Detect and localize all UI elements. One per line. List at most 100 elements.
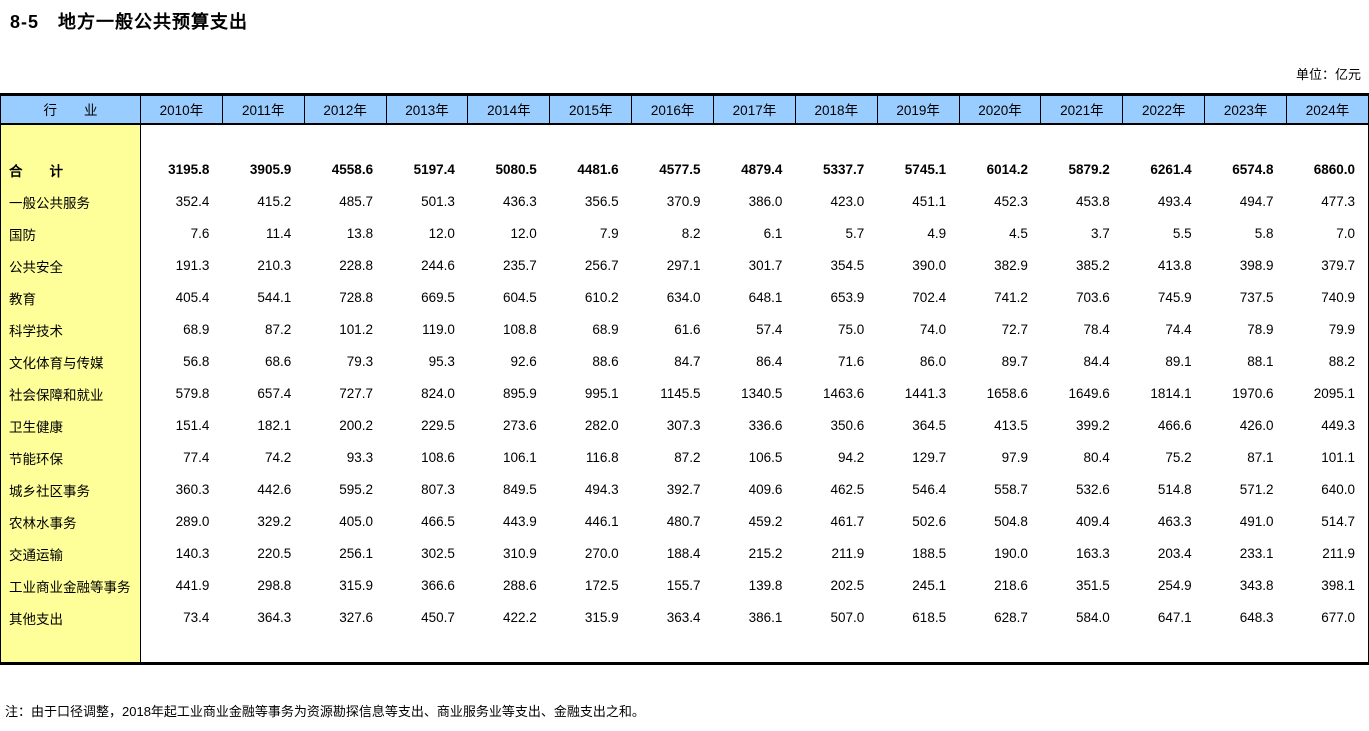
value-cell: 5337.7 bbox=[822, 162, 865, 177]
year-column-header: 2023年 bbox=[1204, 94, 1288, 125]
value-cell: 610.2 bbox=[584, 290, 619, 305]
value-cell: 4.5 bbox=[1009, 226, 1028, 241]
value-cell: 354.5 bbox=[830, 258, 865, 273]
value-cell: 399.2 bbox=[1076, 418, 1110, 433]
value-cell: 1340.5 bbox=[741, 386, 783, 401]
value-cell: 1441.3 bbox=[904, 386, 947, 401]
value-cell: 409.4 bbox=[1076, 514, 1110, 529]
page-title: 8-5 地方一般公共预算支出 bbox=[10, 12, 249, 32]
value-cell: 6.1 bbox=[763, 226, 783, 241]
value-cell: 13.8 bbox=[346, 226, 374, 241]
value-cell: 12.0 bbox=[428, 226, 455, 241]
value-cell: 382.9 bbox=[994, 258, 1028, 273]
value-cell: 12.0 bbox=[510, 226, 537, 241]
row-label: 教育 bbox=[0, 281, 141, 314]
value-cell: 87.2 bbox=[264, 322, 292, 337]
value-cell: 229.5 bbox=[421, 418, 455, 433]
value-cell: 426.0 bbox=[1239, 418, 1274, 433]
value-cell: 364.5 bbox=[912, 418, 947, 433]
value-cell: 108.6 bbox=[421, 450, 455, 465]
value-cell: 385.2 bbox=[1076, 258, 1110, 273]
row-label: 节能环保 bbox=[0, 441, 141, 474]
row-label: 国防 bbox=[0, 217, 141, 250]
value-cell: 442.6 bbox=[257, 482, 292, 497]
value-cell: 480.7 bbox=[666, 514, 701, 529]
value-cell: 546.4 bbox=[912, 482, 947, 497]
value-cell: 379.7 bbox=[1321, 258, 1355, 273]
value-cell: 405.4 bbox=[175, 290, 210, 305]
table-row: 科学技术 68.9 87.2 101.2 119.0 108.8 68.9 61.6 57.4 7… bbox=[0, 313, 1369, 346]
row-label: 交通运输 bbox=[0, 537, 141, 570]
value-cell: 422.2 bbox=[503, 610, 537, 625]
value-cell: 618.5 bbox=[912, 610, 947, 625]
value-cell: 409.6 bbox=[748, 482, 783, 497]
value-cell: 188.5 bbox=[912, 546, 947, 561]
row-label: 卫生健康 bbox=[0, 409, 141, 442]
value-cell: 463.3 bbox=[1157, 514, 1192, 529]
value-cell: 140.3 bbox=[175, 546, 210, 561]
value-cell: 849.5 bbox=[503, 482, 537, 497]
value-cell: 101.1 bbox=[1321, 450, 1355, 465]
table-row: 教育 405.4 544.1 728.8 669.5 604.5 610.2 634.0 648… bbox=[0, 281, 1369, 314]
value-cell: 450.7 bbox=[421, 610, 455, 625]
table-row: 文化体育与传媒 56.8 68.6 79.3 95.3 92.6 88.6 84.7 86.4 7… bbox=[0, 345, 1369, 378]
value-cell: 640.0 bbox=[1321, 482, 1355, 497]
value-cell: 256.1 bbox=[339, 546, 374, 561]
value-cell: 491.0 bbox=[1239, 514, 1274, 529]
value-cell: 807.3 bbox=[421, 482, 455, 497]
value-cell: 151.4 bbox=[175, 418, 210, 433]
value-cell: 88.2 bbox=[1328, 354, 1355, 369]
value-cell: 740.9 bbox=[1321, 290, 1355, 305]
value-cell: 466.6 bbox=[1157, 418, 1192, 433]
value-cell: 3905.9 bbox=[249, 162, 292, 177]
value-cell: 298.8 bbox=[257, 578, 292, 593]
value-cell: 446.1 bbox=[584, 514, 619, 529]
value-cell: 172.5 bbox=[584, 578, 619, 593]
value-cell: 71.6 bbox=[837, 354, 865, 369]
value-cell: 595.2 bbox=[339, 482, 374, 497]
value-cell: 56.8 bbox=[183, 354, 210, 369]
value-cell: 6014.2 bbox=[986, 162, 1028, 177]
value-cell: 218.6 bbox=[994, 578, 1028, 593]
value-cell: 129.7 bbox=[912, 450, 947, 465]
year-column-header: 2011年 bbox=[221, 94, 305, 125]
value-cell: 514.8 bbox=[1157, 482, 1192, 497]
value-cell: 350.6 bbox=[830, 418, 865, 433]
value-cell: 220.5 bbox=[257, 546, 292, 561]
table-row: 农林水事务 289.0 329.2 405.0 466.5 443.9 446.1 480.7… bbox=[0, 505, 1369, 538]
value-cell: 1970.6 bbox=[1232, 386, 1274, 401]
value-cell: 1658.6 bbox=[986, 386, 1028, 401]
value-cell: 4577.5 bbox=[659, 162, 701, 177]
value-cell: 84.4 bbox=[1083, 354, 1110, 369]
value-cell: 493.4 bbox=[1157, 194, 1192, 209]
value-cell: 273.6 bbox=[503, 418, 537, 433]
year-column-header: 2021年 bbox=[1040, 94, 1124, 125]
table-row: 国防 7.6 11.4 13.8 12.0 12.0 7.9 8.2 6.1 5.7 4.9 4.5 3… bbox=[0, 217, 1369, 250]
value-cell: 116.8 bbox=[585, 450, 619, 465]
value-cell: 78.4 bbox=[1083, 322, 1110, 337]
value-cell: 504.8 bbox=[994, 514, 1028, 529]
value-cell: 413.8 bbox=[1157, 258, 1192, 273]
value-cell: 270.0 bbox=[584, 546, 619, 561]
value-cell: 86.4 bbox=[756, 354, 783, 369]
value-cell: 360.3 bbox=[175, 482, 210, 497]
value-cell: 301.7 bbox=[748, 258, 783, 273]
value-cell: 544.1 bbox=[257, 290, 292, 305]
value-cell: 68.9 bbox=[592, 322, 619, 337]
value-cell: 558.7 bbox=[994, 482, 1028, 497]
value-cell: 72.7 bbox=[1001, 322, 1028, 337]
row-label: 城乡社区事务 bbox=[0, 473, 141, 506]
value-cell: 398.9 bbox=[1239, 258, 1274, 273]
value-cell: 68.6 bbox=[264, 354, 292, 369]
value-cell: 228.8 bbox=[339, 258, 374, 273]
value-cell: 1463.6 bbox=[822, 386, 865, 401]
value-cell: 289.0 bbox=[175, 514, 210, 529]
row-label: 公共安全 bbox=[0, 249, 141, 282]
value-cell: 5745.1 bbox=[904, 162, 947, 177]
year-column-header: 2018年 bbox=[794, 94, 878, 125]
value-cell: 95.3 bbox=[428, 354, 455, 369]
industry-column-header: 行 业 bbox=[0, 94, 141, 125]
value-cell: 677.0 bbox=[1321, 610, 1355, 625]
value-cell: 452.3 bbox=[994, 194, 1028, 209]
